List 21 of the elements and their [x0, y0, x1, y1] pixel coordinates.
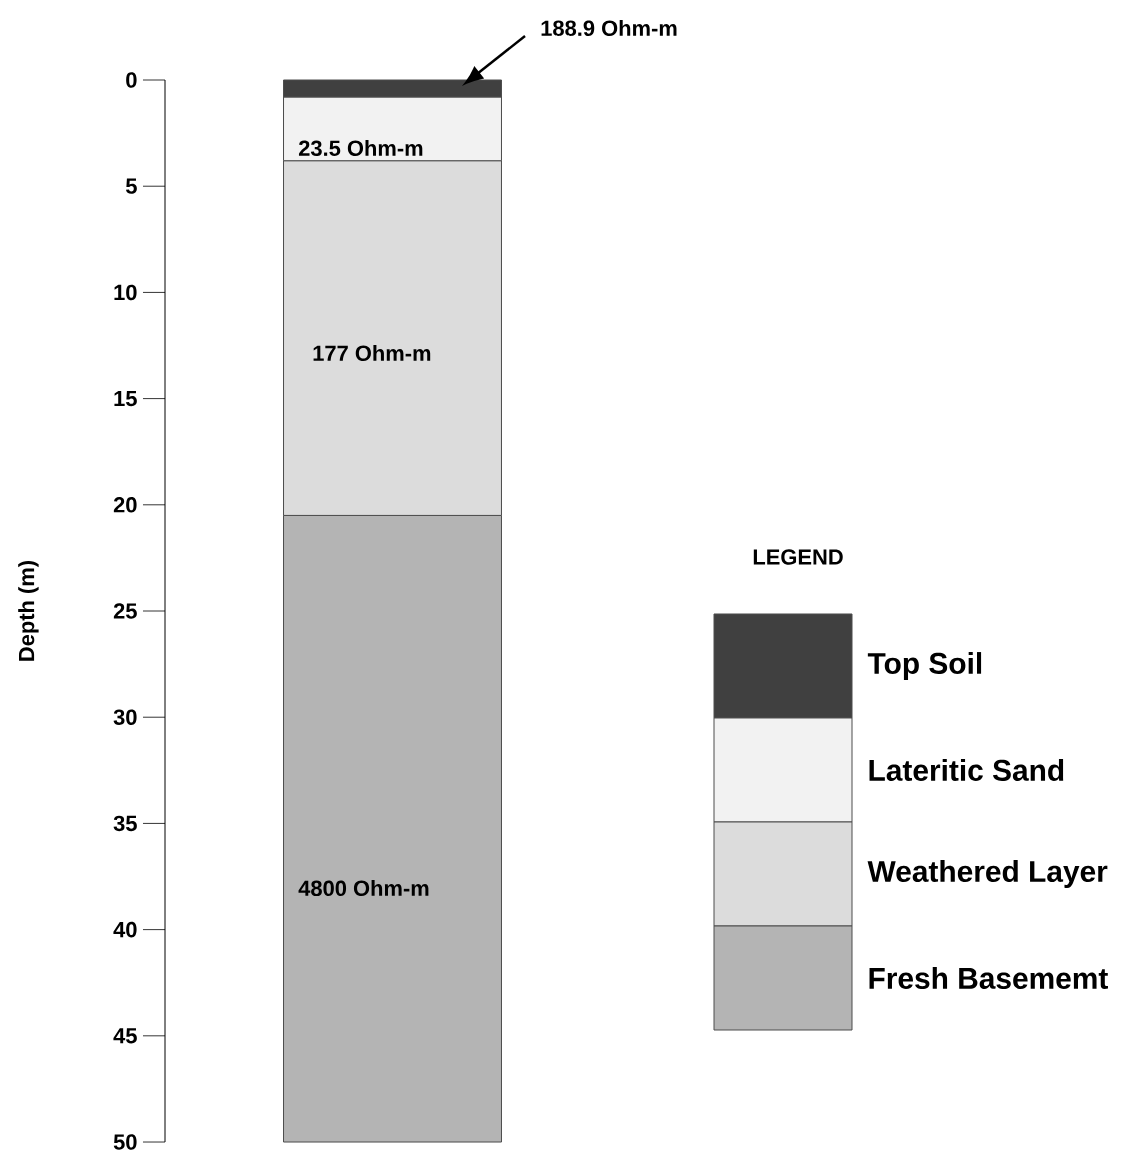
- y-tick-label: 45: [113, 1028, 137, 1044]
- text: Top Soil: [867, 652, 982, 680]
- annotation: 177 Ohm-m: [313, 344, 431, 362]
- y-tick-label: 0: [126, 72, 137, 88]
- text: Fresh Basememt: [869, 967, 1108, 989]
- y-axis-title: Depth (m): [18, 560, 39, 661]
- y-tick-label: 10: [114, 284, 137, 301]
- y-tick-label: 5: [125, 178, 137, 194]
- legend-title: LEGEND: [753, 549, 843, 565]
- text: Lateritic Sand: [869, 759, 1064, 781]
- y-tick-label: 20: [113, 497, 137, 513]
- y-tick-label: 30: [113, 709, 137, 725]
- annotation: 23.5 Ohm-m: [298, 139, 423, 157]
- y-tick-label: 35: [113, 815, 137, 832]
- y-tick-label: 15: [114, 390, 137, 407]
- y-tick-label: 40: [113, 921, 137, 938]
- y-tick-label: 50: [113, 1134, 137, 1150]
- y-tick-label: 25: [113, 603, 137, 619]
- annotation: 4800 Ohm-m: [298, 879, 429, 897]
- text: Weathered Layer: [867, 860, 1108, 888]
- text: 188.9 Ohm-m: [541, 19, 677, 37]
